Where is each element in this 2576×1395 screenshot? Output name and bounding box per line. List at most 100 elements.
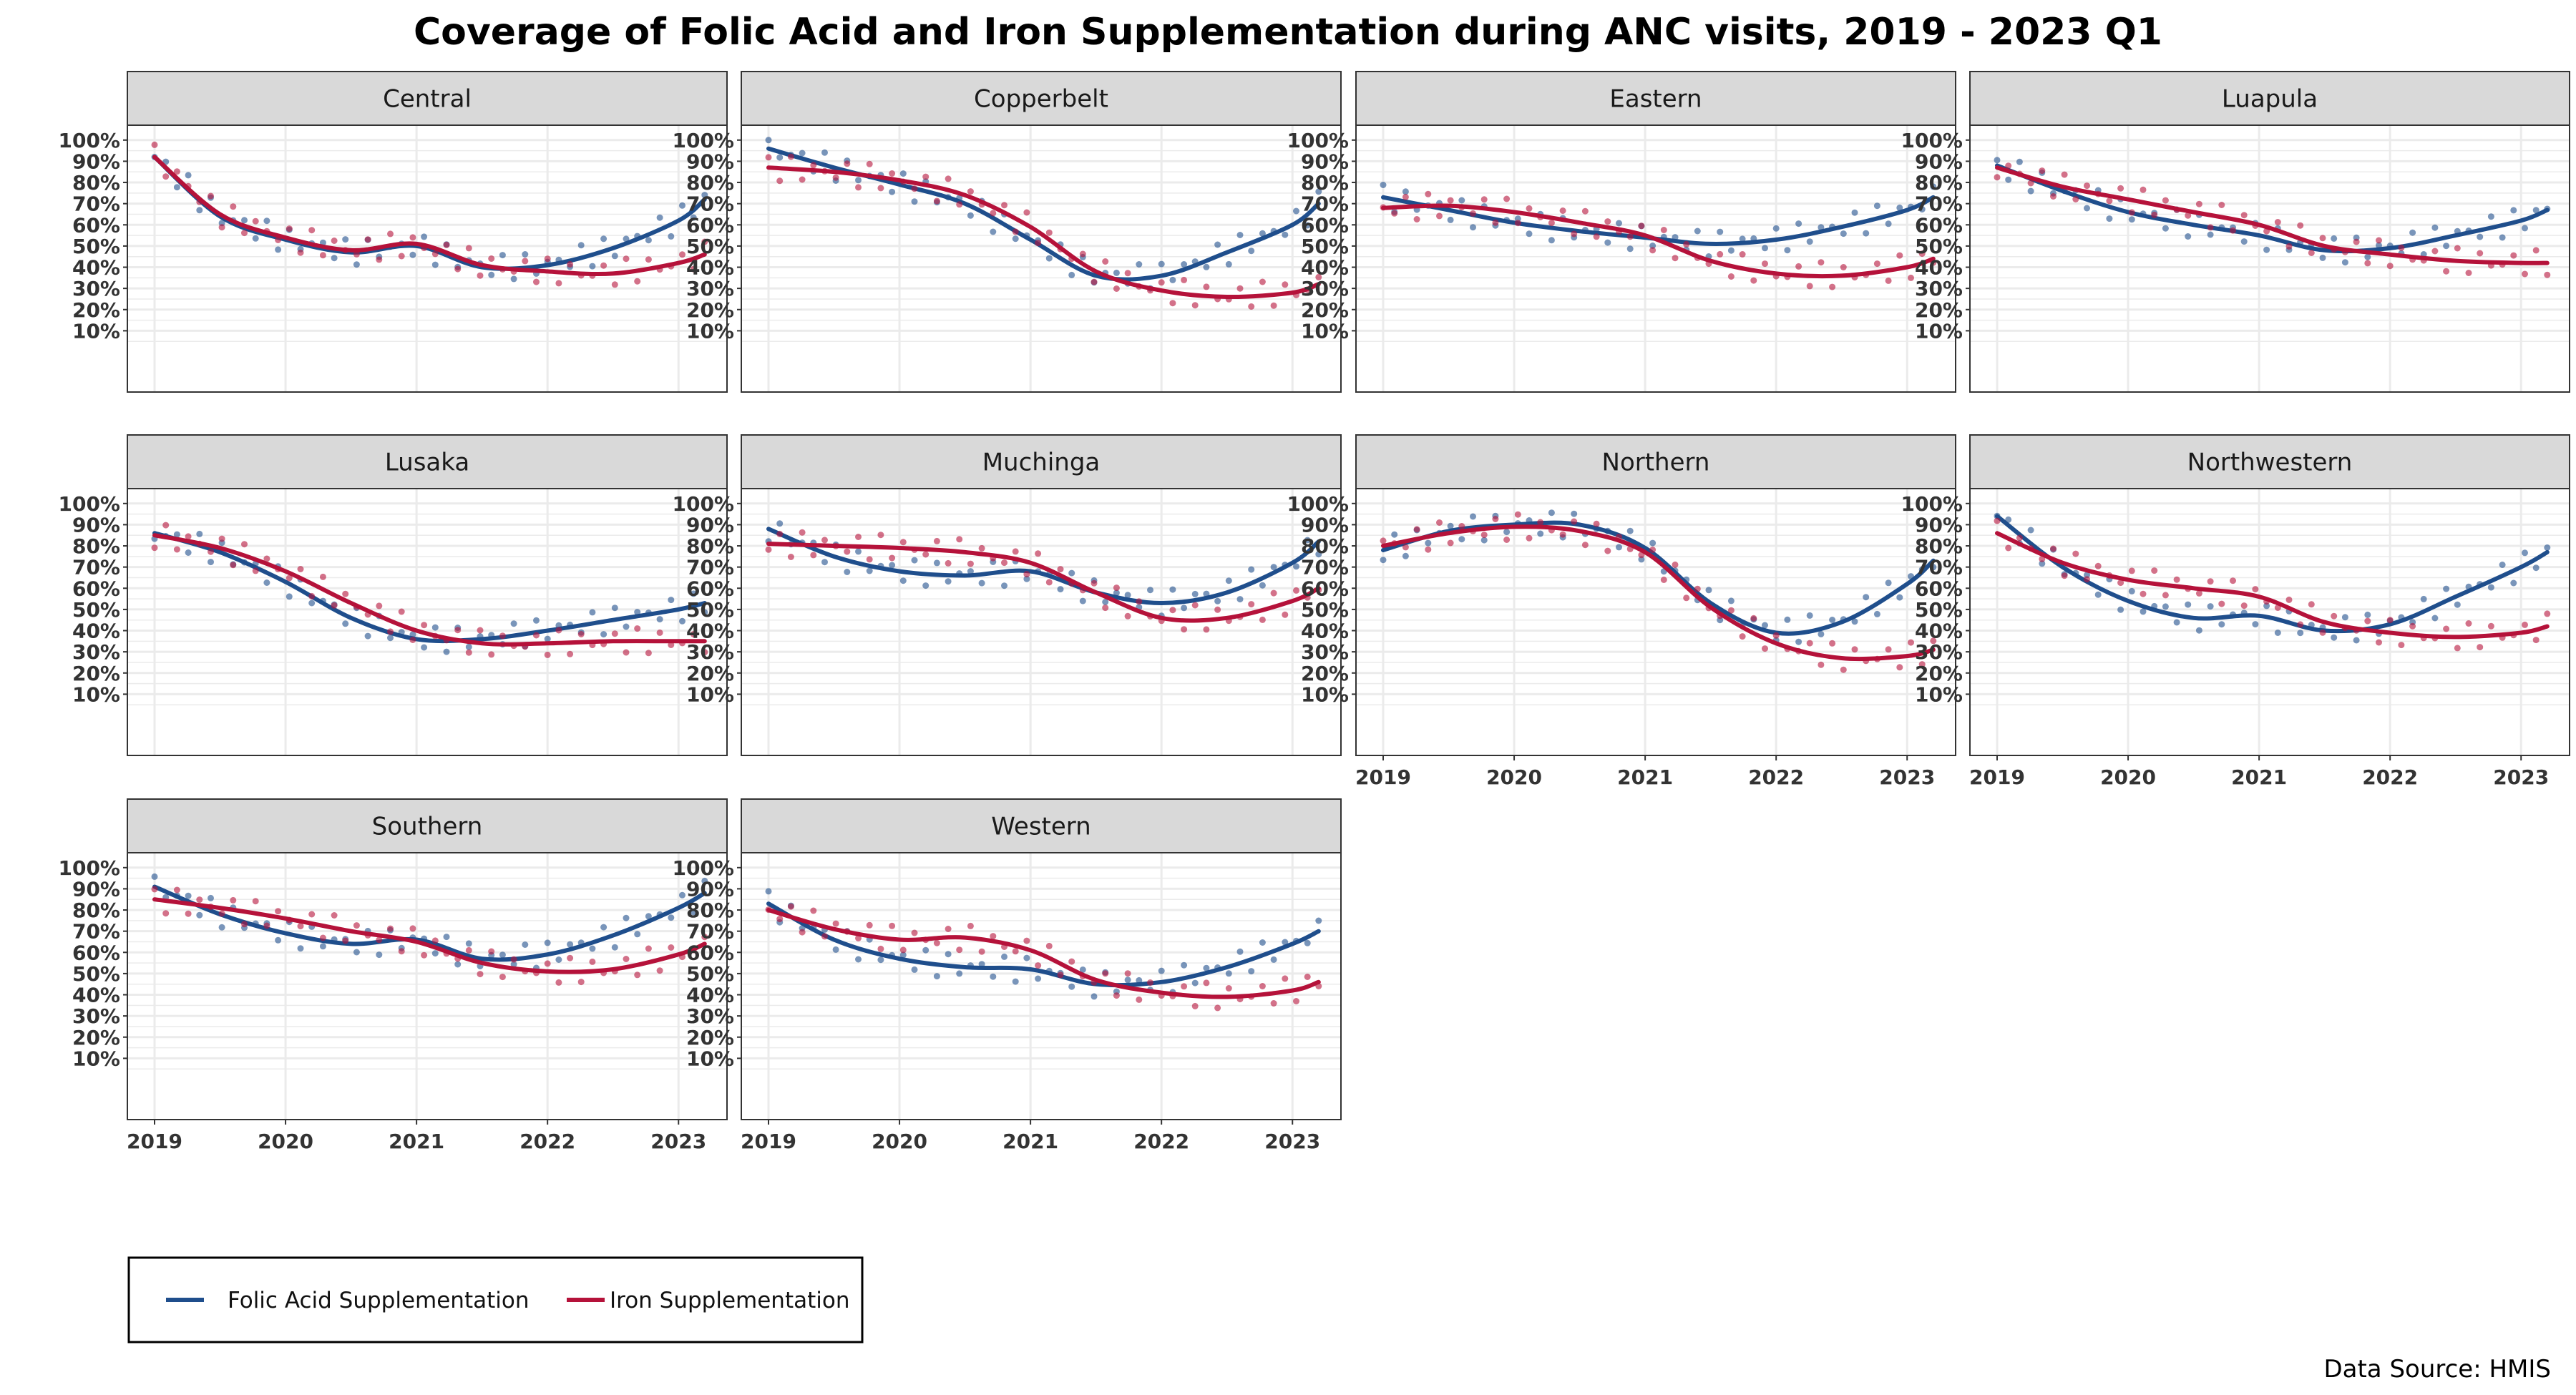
data-point	[911, 557, 918, 564]
data-point	[1012, 235, 1019, 243]
data-point	[1616, 544, 1622, 551]
data-point	[1806, 640, 1813, 647]
data-point	[510, 961, 517, 968]
data-point	[821, 537, 828, 544]
y-tick-label: 90%	[1915, 513, 1963, 537]
y-tick-label: 50%	[686, 962, 734, 986]
data-point	[1705, 587, 1712, 594]
data-point	[308, 592, 316, 599]
data-point	[1649, 243, 1657, 249]
data-point	[1863, 594, 1870, 601]
data-point	[1079, 966, 1086, 973]
data-point	[645, 945, 652, 952]
data-point	[331, 255, 338, 262]
data-point	[776, 916, 784, 923]
data-point	[668, 232, 675, 240]
data-point	[821, 933, 828, 940]
data-point	[701, 192, 708, 199]
data-point	[1380, 182, 1387, 188]
x-tick-label: 2023	[2493, 765, 2549, 789]
panel-border	[741, 488, 1342, 756]
facet-strip	[1969, 434, 2570, 489]
data-point	[1727, 247, 1735, 254]
data-point	[2027, 527, 2034, 534]
data-point	[499, 632, 506, 640]
data-point	[623, 255, 630, 263]
trend-line-iron	[1995, 531, 2550, 640]
data-point	[353, 261, 360, 268]
y-tick-label: 50%	[72, 598, 120, 622]
data-point	[364, 632, 371, 640]
facet-strip	[741, 434, 1342, 489]
data-point	[1447, 522, 1454, 529]
y-tick-label: 60%	[72, 577, 120, 600]
data-point	[2005, 544, 2012, 552]
facet-copperbelt: Copperbelt 10%20%30%40%50%60%70%80%90%100…	[672, 71, 1342, 393]
data-point	[1102, 599, 1109, 605]
data-point	[810, 907, 817, 914]
data-point	[241, 217, 248, 224]
data-point	[776, 530, 784, 537]
data-point	[477, 272, 484, 279]
data-point	[2364, 617, 2371, 625]
panel-border	[127, 488, 728, 756]
y-tick-label: 20%	[686, 1026, 734, 1049]
data-point	[1203, 964, 1210, 971]
y-tick-label: 20%	[72, 662, 120, 685]
data-point	[2522, 270, 2528, 278]
data-point	[1270, 589, 1277, 597]
data-point	[2005, 162, 2012, 170]
data-point	[2454, 645, 2461, 652]
data-point	[2409, 622, 2416, 630]
data-point	[2443, 243, 2450, 250]
data-point	[1829, 283, 1836, 290]
data-point	[967, 188, 974, 195]
data-point	[1057, 971, 1064, 979]
y-tick-label: 100%	[58, 856, 120, 880]
data-point	[510, 620, 517, 627]
trend-line-iron	[766, 165, 1321, 300]
data-point	[342, 620, 349, 627]
data-point	[2376, 639, 2382, 646]
data-point	[376, 936, 383, 944]
y-tick-label: 30%	[686, 1004, 734, 1028]
data-point	[2218, 621, 2225, 628]
facet-strip-label: Copperbelt	[974, 85, 1108, 114]
data-point	[1604, 239, 1611, 246]
data-point	[1896, 204, 1903, 211]
data-point	[1772, 632, 1780, 639]
data-point	[1023, 575, 1030, 582]
data-point	[2084, 576, 2090, 583]
data-point	[1124, 270, 1131, 277]
data-point	[1930, 637, 1937, 645]
data-point	[196, 911, 203, 919]
x-tick-label: 2021	[1617, 765, 1673, 789]
x-tick-label: 2019	[1355, 765, 1411, 789]
facet-northern: Northern 10%20%30%40%50%60%70%80%90%100% 2…	[1287, 434, 1956, 789]
data-point	[911, 198, 918, 205]
x-tick-label: 2021	[389, 1130, 444, 1153]
data-point	[1214, 597, 1221, 604]
data-point	[1001, 202, 1008, 209]
data-point	[2252, 621, 2259, 628]
y-tick-label: 20%	[686, 662, 734, 685]
data-point	[855, 548, 862, 555]
x-tick-label: 2021	[1002, 1130, 1058, 1153]
x-tick-label: 2023	[650, 1130, 706, 1153]
y-tick-label: 100%	[58, 129, 120, 152]
data-point	[1191, 302, 1199, 309]
data-point	[1391, 531, 1398, 538]
data-point	[331, 912, 338, 919]
data-point	[1739, 633, 1746, 640]
data-point	[1762, 245, 1768, 252]
data-point	[821, 559, 828, 566]
data-point	[2376, 242, 2382, 249]
data-point	[2319, 629, 2326, 636]
data-point	[911, 185, 918, 192]
y-tick-label: 80%	[72, 899, 120, 922]
data-point	[2285, 243, 2293, 250]
data-point	[522, 941, 529, 948]
data-point	[275, 237, 282, 243]
data-point	[1694, 585, 1701, 592]
y-tick-label: 80%	[1301, 534, 1349, 558]
